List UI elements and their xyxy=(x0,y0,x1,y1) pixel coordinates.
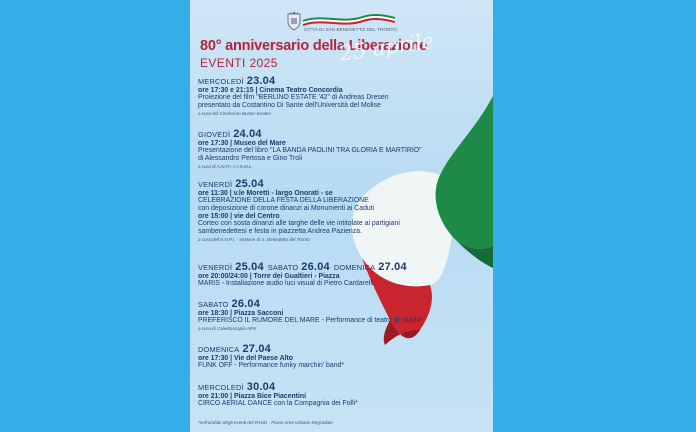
event-note: a cura di Caleidoscopio APS xyxy=(198,326,257,331)
event-desc-line: CIRCO AERIAL DANCE con la Compagnia dei … xyxy=(198,400,358,407)
event-day: MERCOLEDÌ xyxy=(198,383,244,392)
italian-flag-image xyxy=(351,96,493,345)
city-crest-icon xyxy=(287,11,301,31)
event-note: a cura di A.N.P.I. e I.S.M.L. xyxy=(198,164,253,169)
event-time-place: ore 20:00/24:00 | Torre dei Gualtieri - … xyxy=(198,273,340,280)
event-date: 24.04 xyxy=(233,128,262,140)
event-day: DOMENICA xyxy=(198,345,240,354)
event-desc-line: Presentazione del libro "LA BANDA PAOLIN… xyxy=(198,147,422,154)
event-desc-line: MARIS - Installazione audio luci visual … xyxy=(198,280,374,287)
event-day: MERCOLEDÌ xyxy=(198,77,244,86)
event-desc-line: sambenedettesi e festa in piazzetta Andr… xyxy=(198,228,362,235)
event-item: VENERDÌ 25.04 ore 11:30 | v.le Moretti - … xyxy=(198,178,488,242)
event-day: GIOVEDÌ xyxy=(198,130,231,139)
event-day: VENERDÌ xyxy=(198,263,233,272)
poster-title: 80° anniversario della Liberazione xyxy=(200,38,428,54)
poster-header: CITTÀ DI SAN BENEDETTO DEL TRONTO xyxy=(190,6,493,36)
event-note: a cura del Cineforum Buster Keaton xyxy=(198,111,272,116)
event-desc-line: Proiezione del film "BERLINO ESTATE '42"… xyxy=(198,94,389,101)
event-note: a cura dell'A.N.P.I. - sezione di S. Ben… xyxy=(198,237,310,242)
event-date: 30.04 xyxy=(246,381,276,393)
event-item: SABATO 26.04 ore 18:30 | Piazza Sacconi P… xyxy=(198,298,488,331)
event-item: VENERDÌ 25.04 SABATO 26.04 DOMENICA 27.04 ore… xyxy=(198,261,488,288)
event-poster: CITTÀ DI SAN BENEDETTO DEL TRONTO 80° an… xyxy=(190,0,493,432)
event-day: SABATO xyxy=(198,300,229,309)
event-date: 25.04 xyxy=(235,178,264,190)
event-day: SABATO xyxy=(267,263,299,272)
event-item: MERCOLEDÌ 30.04 ore 21:00 | Piazza Bice P… xyxy=(198,381,488,408)
event-time-place: ore 21:00 | Piazza Bice Piacentini xyxy=(198,393,307,400)
event-day: VENERDÌ xyxy=(198,180,233,189)
event-desc-line: PREFERISCO IL RUMORE DEL MARE - Performa… xyxy=(198,317,424,324)
event-item: MERCOLEDÌ 23.04 ore 17:30 e 21:15 | Cinem… xyxy=(198,75,488,116)
event-time-place: ore 18:30 | Piazza Sacconi xyxy=(198,310,284,317)
event-item: DOMENICA 27.04 ore 17:30 | Vie del Paese … xyxy=(198,343,488,370)
event-date: 26.04 xyxy=(231,298,261,310)
poster-footnote: *nell'ambito degli eventi del PAUD - Pia… xyxy=(198,420,333,425)
event-desc-line: CELEBRAZIONE DELLA FESTA DELLA LIBERAZIO… xyxy=(198,197,369,204)
event-time-place: ore 17:30 e 21:15 | Cinema Teatro Concor… xyxy=(198,87,343,94)
event-date: 25.04 xyxy=(235,261,264,273)
event-date: 26.04 xyxy=(301,261,330,273)
event-date: 27.04 xyxy=(242,343,271,355)
event-item: GIOVEDÌ 24.04 ore 17:30 | Museo del Mare … xyxy=(198,128,488,169)
event-date: 23.04 xyxy=(246,75,276,87)
event-date: 27.04 xyxy=(378,261,407,273)
event-time-place: ore 17:30 | Vie del Paese Alto xyxy=(198,355,293,362)
event-desc-line: di Alessandro Pertosa e Gino Troli xyxy=(198,155,303,162)
event-desc-line: FUNK OFF - Performance funky marchin' ba… xyxy=(198,362,345,369)
event-time-place: ore 17:30 | Museo del Mare xyxy=(198,140,286,147)
event-desc-line: presentato da Costantino Di Sante dell'U… xyxy=(198,102,381,109)
event-time-place: ore 11:30 | v.le Moretti - largo Onorati… xyxy=(198,190,333,197)
event-day: DOMENICA xyxy=(333,263,376,272)
event-desc-line: Corteo con sosta dinanzi alle targhe del… xyxy=(198,220,400,227)
poster-subtitle: EVENTI 2025 xyxy=(200,56,278,70)
city-name: CITTÀ DI SAN BENEDETTO DEL TRONTO xyxy=(304,27,397,32)
event-desc-line: con deposizione di corone dinanzi ai Mon… xyxy=(198,205,375,212)
event-time-place: ore 15:00 | vie del Centro xyxy=(198,213,280,220)
tricolor-ribbon-icon xyxy=(303,14,395,26)
